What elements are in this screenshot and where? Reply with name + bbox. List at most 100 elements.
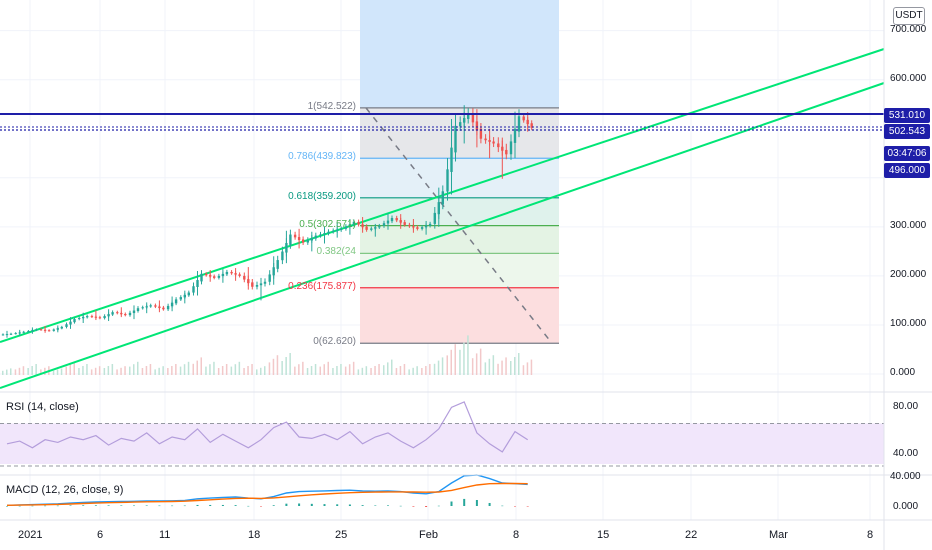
volume-bar: [276, 355, 279, 375]
macd-histogram-bar: [399, 505, 402, 507]
time-axis-tick: 18: [248, 529, 261, 541]
fib-zone: [360, 253, 559, 288]
macd-histogram-bar: [145, 505, 148, 506]
candle-body: [243, 275, 246, 280]
macd-histogram-bar: [209, 504, 212, 506]
price-axis-tick: 200.000: [890, 268, 927, 280]
volume-bars: [2, 335, 533, 375]
macd-histogram-bar: [361, 505, 364, 506]
macd-axis-tick: 0.000: [893, 501, 919, 512]
volume-bar: [82, 366, 84, 375]
volume-bar: [319, 366, 321, 375]
fib-level-label: 0.382(24: [316, 246, 356, 258]
volume-bar: [314, 364, 317, 375]
rsi-axis-tick: 80.00: [893, 401, 919, 412]
volume-bar: [40, 369, 42, 375]
candle-body: [365, 226, 368, 230]
macd-histogram-bar: [120, 505, 123, 506]
fib-level-label: 0.618(359.200): [288, 190, 356, 202]
macd-histogram-bar: [234, 505, 237, 506]
macd-histogram-bar: [158, 505, 161, 507]
candle-body: [517, 116, 521, 132]
volume-bar: [2, 370, 4, 375]
volume-bar: [429, 364, 431, 375]
rsi-axis-tick: 40.00: [893, 448, 919, 459]
rsi-band: [0, 423, 884, 464]
macd-histogram-bar: [323, 504, 326, 506]
macd-histogram-bar: [171, 505, 174, 507]
macd-histogram-bar: [6, 506, 8, 507]
macd-histogram-bar: [44, 505, 47, 507]
candle-body: [471, 114, 475, 123]
candle-body: [205, 273, 208, 276]
time-axis-tick: 25: [335, 529, 348, 541]
candle-body: [467, 113, 470, 119]
volume-bar: [14, 369, 17, 375]
volume-bar: [433, 363, 436, 375]
candle-body: [230, 271, 233, 274]
macd-histogram-bar: [374, 505, 377, 506]
volume-bar: [171, 366, 173, 375]
volume-bar: [361, 367, 364, 375]
volume-bar: [332, 368, 334, 375]
volume-bar: [310, 366, 313, 375]
volume-bar: [22, 366, 25, 375]
candle-body: [530, 123, 533, 128]
macd-histogram-bar: [348, 504, 351, 506]
macd-histogram-bar: [310, 503, 313, 506]
volume-bar: [230, 366, 233, 375]
candle-body: [509, 141, 513, 155]
fib-level-label: 0.5(302.571): [299, 218, 356, 230]
candle-body: [408, 224, 411, 227]
macd-histogram-bar: [336, 504, 339, 506]
candle-body: [433, 212, 436, 224]
fib-time-range: [360, 0, 559, 108]
volume-bar: [35, 364, 37, 375]
candle-body: [162, 307, 165, 310]
volume-bar: [167, 368, 169, 375]
candle-body: [403, 222, 406, 225]
volume-bar: [526, 362, 529, 375]
time-axis-tick: 8: [867, 529, 874, 541]
currency-badge[interactable]: USDT: [893, 7, 925, 25]
time-axis-tick: 2021: [18, 529, 43, 541]
volume-bar: [116, 369, 118, 375]
candle-body: [522, 116, 525, 121]
macd-histogram-bar: [425, 506, 428, 507]
candle-body: [446, 169, 449, 192]
volume-bar: [133, 364, 135, 375]
volume-bar: [403, 364, 406, 375]
macd-histogram-bar: [260, 506, 262, 507]
volume-bar: [56, 369, 59, 375]
macd-histogram-bar: [272, 505, 275, 506]
candle-body: [179, 297, 182, 300]
volume-bar: [251, 364, 253, 375]
volume-bar: [357, 369, 360, 375]
candle-body: [327, 231, 330, 234]
candle-body: [505, 149, 508, 155]
candle-body: [428, 223, 432, 226]
candle-body: [52, 329, 55, 331]
candle-body: [484, 138, 487, 141]
macd-title[interactable]: MACD (12, 26, close, 9): [6, 484, 124, 496]
volume-bar: [441, 357, 444, 375]
price-axis-tick: 600.000: [890, 72, 927, 84]
candle-body: [22, 331, 25, 333]
volume-bar: [471, 358, 474, 375]
candle-body: [268, 274, 271, 282]
candle-body: [136, 308, 140, 312]
candle-body: [357, 221, 360, 225]
volume-bar: [365, 366, 368, 375]
volume-bar: [272, 358, 275, 375]
horizontal-lines[interactable]: [0, 113, 884, 131]
candle-body: [98, 317, 102, 319]
macd-histogram-bar: [285, 503, 288, 506]
fib-retracement[interactable]: [360, 0, 559, 344]
candles: [1, 105, 533, 338]
rsi-title[interactable]: RSI (14, close): [6, 401, 79, 413]
candle-body: [111, 312, 114, 315]
candle-body: [293, 234, 297, 238]
volume-bar: [437, 360, 440, 375]
candle-body: [174, 299, 178, 304]
volume-bar: [78, 368, 80, 375]
